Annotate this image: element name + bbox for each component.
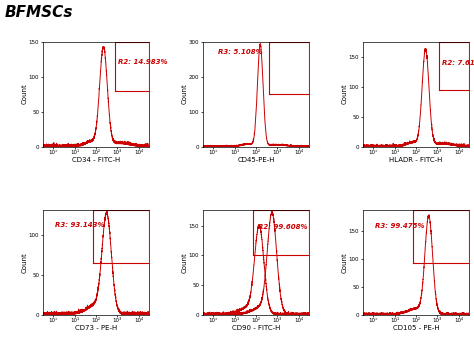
Text: R2: 7.617%: R2: 7.617%: [442, 60, 474, 66]
X-axis label: CD105 - PE-H: CD105 - PE-H: [392, 325, 439, 331]
Y-axis label: Count: Count: [21, 84, 27, 104]
Y-axis label: Count: Count: [341, 84, 347, 104]
Text: R3: 99.475%: R3: 99.475%: [375, 223, 425, 229]
Text: R2: 14.983%: R2: 14.983%: [118, 59, 168, 65]
X-axis label: CD45-PE-H: CD45-PE-H: [237, 156, 275, 163]
X-axis label: CD34 - FITC-H: CD34 - FITC-H: [72, 156, 120, 163]
Y-axis label: Count: Count: [181, 84, 187, 104]
Y-axis label: Count: Count: [21, 252, 27, 273]
X-axis label: CD73 - PE-H: CD73 - PE-H: [75, 325, 117, 331]
Y-axis label: Count: Count: [341, 252, 347, 273]
Text: R2: 99.608%: R2: 99.608%: [258, 224, 308, 230]
Y-axis label: Count: Count: [181, 252, 187, 273]
X-axis label: HLADR - FITC-H: HLADR - FITC-H: [389, 156, 443, 163]
Text: BFMSCs: BFMSCs: [5, 5, 73, 20]
Text: R3: 5.108%: R3: 5.108%: [218, 49, 262, 55]
X-axis label: CD90 - FITC-H: CD90 - FITC-H: [232, 325, 280, 331]
Text: R3: 93.143%: R3: 93.143%: [55, 221, 105, 228]
